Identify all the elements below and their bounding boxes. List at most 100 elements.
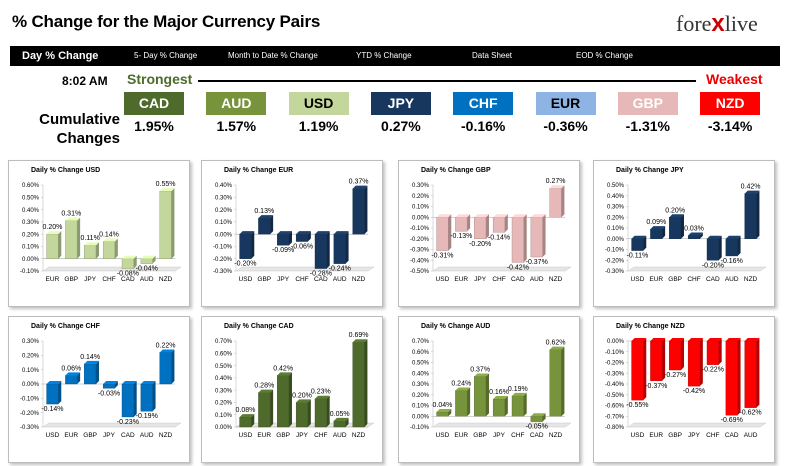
- bar-front: [436, 217, 449, 251]
- bar-top: [669, 338, 684, 341]
- y-tick-label: -0.30%: [20, 425, 40, 431]
- data-label: -0.11%: [627, 253, 649, 260]
- chart-floor: [627, 422, 767, 428]
- x-tick-label: GBP: [668, 432, 682, 439]
- data-label: -0.22%: [702, 367, 724, 374]
- bar-side: [171, 349, 175, 384]
- tab-month-to-date[interactable]: Month to Date % Change: [228, 51, 318, 60]
- bar-side: [152, 255, 156, 264]
- bar-top: [549, 185, 565, 189]
- data-label: 0.37%: [349, 179, 369, 186]
- bar-front: [258, 217, 271, 235]
- bar-aud: [744, 338, 760, 408]
- bar-usd: [46, 381, 62, 405]
- bar-front: [474, 217, 487, 239]
- bar-chart-svg: 0.30%0.20%0.10%0.00%-0.10%-0.20%-0.30%-0…: [410, 178, 572, 283]
- y-tick-label: 0.20%: [215, 208, 233, 214]
- data-label: -0.31%: [431, 253, 453, 260]
- x-tick-label: CHF: [511, 432, 524, 439]
- data-label: -0.06%: [291, 244, 313, 251]
- currency-change-value: -0.16%: [461, 118, 506, 134]
- y-tick-label: -0.10%: [605, 350, 625, 356]
- y-tick-label: -0.10%: [605, 248, 625, 254]
- bar-side: [737, 235, 741, 256]
- tab-ytd-change[interactable]: YTD % Change: [356, 51, 412, 60]
- bar-side: [326, 231, 330, 269]
- y-tick-label: -0.40%: [410, 258, 430, 264]
- y-tick-label: 0.30%: [412, 382, 430, 388]
- tab-eod-change[interactable]: EOD % Change: [576, 51, 633, 60]
- bar-gbp: [474, 373, 489, 417]
- data-label: -0.23%: [117, 419, 139, 426]
- bar-side: [326, 395, 330, 427]
- bar-side: [680, 214, 684, 239]
- data-label: -0.14%: [41, 406, 63, 413]
- data-label: -0.62%: [739, 410, 761, 417]
- bar-eur: [650, 226, 666, 239]
- data-label: 0.20%: [292, 392, 312, 399]
- data-label: 0.20%: [42, 224, 62, 231]
- x-tick-label: GBP: [64, 276, 78, 283]
- x-tick-label: EUR: [454, 432, 468, 439]
- data-label: 0.13%: [254, 208, 274, 215]
- bar-front: [84, 244, 97, 259]
- bar-aud: [333, 231, 349, 264]
- y-tick-label: 0.70%: [412, 339, 430, 345]
- tab-5day-change[interactable]: 5- Day % Change: [134, 51, 198, 60]
- bar-top: [474, 214, 489, 218]
- bar-gbp: [84, 360, 99, 385]
- chart-title: Daily % Change CAD: [224, 323, 294, 330]
- bar-front: [352, 188, 365, 235]
- chart-panel-chf: Daily % Change CHF 0.30% 0.20% 0.10% 0.00% -0…: [8, 316, 190, 463]
- cumulative-label-line1: Cumulative: [39, 111, 120, 128]
- data-label: 0.14%: [99, 232, 119, 239]
- bar-front: [530, 217, 543, 258]
- bar-side: [171, 188, 175, 259]
- bar-front: [549, 188, 562, 218]
- y-tick-label: -0.80%: [605, 425, 625, 431]
- y-tick-label: -0.30%: [213, 269, 233, 275]
- y-tick-label: 0.30%: [215, 388, 233, 394]
- bar-side: [152, 381, 156, 412]
- bar-top: [631, 338, 647, 341]
- data-label: 0.42%: [273, 365, 293, 372]
- bar-front: [669, 340, 682, 371]
- y-tick-label: 0.50%: [607, 183, 625, 189]
- x-tick-label: AUD: [725, 276, 739, 283]
- bar-usd: [631, 338, 647, 401]
- y-tick-label: -0.20%: [410, 237, 430, 243]
- bar-front: [333, 420, 346, 428]
- y-tick-label: -0.50%: [410, 269, 430, 275]
- data-label: -0.03%: [98, 390, 120, 397]
- bar-aud: [530, 214, 546, 258]
- bar-top: [530, 214, 546, 218]
- bar-top: [103, 381, 118, 384]
- bar-nzd: [549, 346, 565, 417]
- bar-front: [687, 340, 701, 387]
- bar-front: [669, 217, 682, 239]
- tab-day-change[interactable]: Day % Change: [22, 50, 99, 62]
- bar-nzd: [159, 349, 175, 385]
- bar-top: [140, 381, 156, 384]
- bar-front: [277, 233, 290, 246]
- tab-data-sheet[interactable]: Data Sheet: [472, 51, 513, 60]
- bar-chart-svg: 0.70% 0.60% 0.50% 0.40% 0.30% 0.20% 0.10% 0.00%…: [410, 339, 572, 439]
- currency-code: GBP: [617, 92, 678, 115]
- bar-top: [333, 417, 349, 421]
- bar-chf: [687, 232, 703, 239]
- bar-side: [756, 190, 760, 239]
- bar-nzd: [159, 188, 175, 259]
- bar-top: [277, 231, 292, 235]
- x-tick-label: EUR: [649, 276, 663, 283]
- bar-jpy: [295, 399, 311, 428]
- bar-front: [687, 235, 701, 239]
- x-tick-label: AUD: [140, 432, 154, 439]
- bar-front: [725, 238, 738, 257]
- chart-title: Daily % Change CHF: [31, 323, 100, 330]
- data-label: -0.55%: [626, 402, 648, 409]
- bar-top: [103, 238, 118, 242]
- currency-change-value: 1.57%: [216, 118, 257, 134]
- data-label: 0.09%: [646, 219, 666, 226]
- x-tick-label: JPY: [103, 432, 116, 439]
- bar-top: [122, 381, 137, 384]
